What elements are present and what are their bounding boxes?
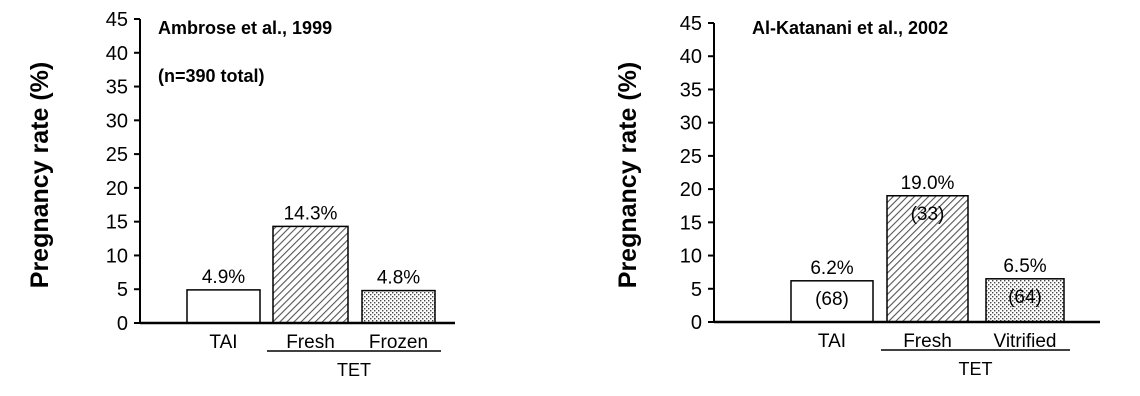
category-label: TAI	[209, 332, 237, 353]
y-tick-label: 30	[680, 113, 702, 135]
data-label: 4.8%	[377, 268, 420, 289]
category-label: Fresh	[286, 332, 335, 353]
chart-ambrose: Pregnancy rate (%) Ambrose et al., 1999 …	[26, 9, 455, 380]
bar-fresh	[886, 195, 969, 323]
data-labels: 4.9% 14.3% 4.8%	[202, 203, 420, 288]
bar-fresh	[272, 225, 349, 324]
y-axis-label: Pregnancy rate (%)	[26, 62, 54, 288]
y-tick-label: 20	[680, 179, 702, 201]
y-tick-label: 0	[691, 312, 702, 334]
category-labels: TAI Fresh Frozen	[209, 332, 428, 353]
bar-vitrified	[985, 278, 1065, 323]
count-label: (33)	[911, 204, 945, 225]
bar-frozen	[361, 289, 436, 324]
category-label: Fresh	[903, 331, 952, 352]
group-label: TET	[959, 359, 993, 379]
y-tick-label: 40	[106, 43, 128, 65]
y-tick-label: 40	[680, 46, 702, 68]
data-label: 14.3%	[284, 203, 338, 224]
data-label: 6.5%	[1003, 256, 1046, 277]
y-tick-label: 10	[106, 245, 128, 267]
group-label: TET	[337, 360, 371, 380]
count-label: (64)	[1008, 287, 1042, 308]
y-tick-label: 45	[680, 13, 702, 35]
category-labels: TAI Fresh Vitrified	[818, 331, 1057, 352]
data-labels: 6.2% 19.0% 6.5%	[810, 173, 1046, 279]
category-label: Frozen	[369, 332, 428, 353]
chart-title: Ambrose et al., 1999	[158, 18, 332, 38]
category-label: Vitrified	[993, 331, 1056, 352]
y-tick-label: 35	[106, 77, 128, 99]
y-tick-label: 5	[117, 279, 128, 301]
y-ticks: 0 5 10 15 20 25 30 35 40 45	[106, 9, 140, 335]
chart-al-katanani: Pregnancy rate (%) Al-Katanani et al., 2…	[614, 13, 1100, 379]
bars	[790, 195, 1065, 323]
y-tick-label: 15	[106, 212, 128, 234]
y-tick-label: 15	[680, 212, 702, 234]
chart-title: Al-Katanani et al., 2002	[752, 18, 948, 38]
category-label: TAI	[818, 331, 846, 352]
data-label: 4.9%	[202, 267, 245, 288]
y-tick-label: 30	[106, 110, 128, 132]
data-label: 6.2%	[810, 258, 853, 279]
count-labels: (68) (33) (64)	[815, 204, 1042, 310]
data-label: 19.0%	[901, 173, 955, 194]
count-label: (68)	[815, 289, 849, 310]
y-tick-label: 25	[106, 144, 128, 166]
y-ticks: 0 5 10 15 20 25 30 35 40 45	[680, 13, 714, 334]
y-tick-label: 25	[680, 146, 702, 168]
y-tick-label: 35	[680, 79, 702, 101]
bar-tai	[186, 289, 261, 324]
y-tick-label: 20	[106, 178, 128, 200]
chart-subtitle: (n=390 total)	[158, 66, 265, 86]
y-tick-label: 0	[117, 313, 128, 335]
y-axis-label: Pregnancy rate (%)	[614, 62, 642, 288]
y-tick-label: 10	[680, 246, 702, 268]
y-tick-label: 5	[691, 279, 702, 301]
y-tick-label: 45	[106, 9, 128, 31]
